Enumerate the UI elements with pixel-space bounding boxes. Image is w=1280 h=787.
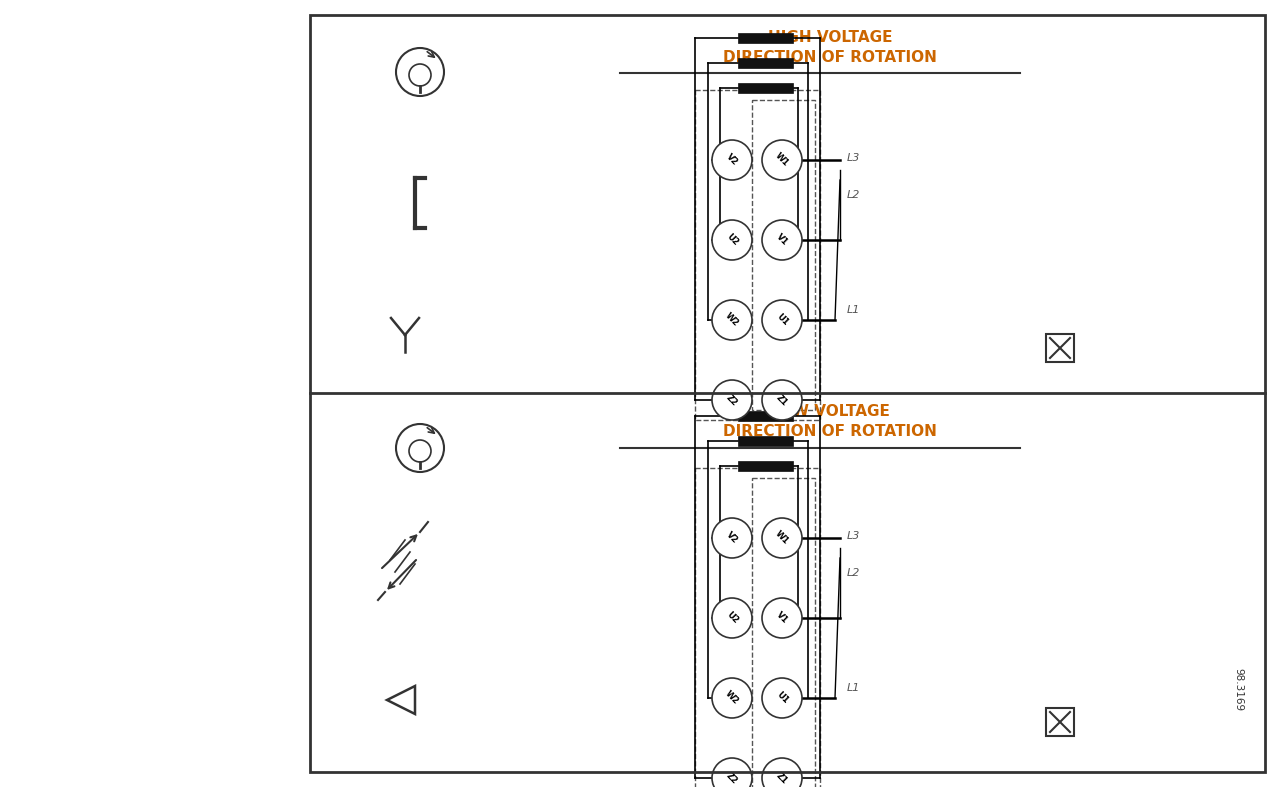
Text: DIRECTION OF ROTATION: DIRECTION OF ROTATION xyxy=(723,50,937,65)
Bar xyxy=(753,478,815,787)
Circle shape xyxy=(396,424,444,472)
Bar xyxy=(737,411,792,421)
Text: W1: W1 xyxy=(773,530,791,546)
Bar xyxy=(737,33,792,43)
Text: V1: V1 xyxy=(774,611,790,626)
Text: V2: V2 xyxy=(724,153,740,168)
Text: W2: W2 xyxy=(723,312,741,328)
Text: U2: U2 xyxy=(724,611,740,626)
Text: V1: V1 xyxy=(774,232,790,248)
Circle shape xyxy=(762,518,803,558)
Bar xyxy=(310,15,1265,772)
Text: W2: W2 xyxy=(723,689,741,707)
Text: L1: L1 xyxy=(847,683,860,693)
Text: Z2: Z2 xyxy=(724,393,740,408)
Text: HIGH VOLTAGE: HIGH VOLTAGE xyxy=(768,31,892,46)
Circle shape xyxy=(712,220,753,260)
Circle shape xyxy=(762,220,803,260)
Circle shape xyxy=(762,758,803,787)
Circle shape xyxy=(762,380,803,420)
Bar xyxy=(737,436,792,446)
Text: U2: U2 xyxy=(724,232,740,248)
Circle shape xyxy=(396,48,444,96)
Circle shape xyxy=(762,140,803,180)
Text: 98.3169: 98.3169 xyxy=(1233,668,1243,711)
Bar xyxy=(737,58,792,68)
Circle shape xyxy=(762,300,803,340)
Text: DIRECTION OF ROTATION: DIRECTION OF ROTATION xyxy=(723,424,937,439)
Circle shape xyxy=(712,678,753,718)
Circle shape xyxy=(762,598,803,638)
Bar xyxy=(695,468,820,787)
Text: L2: L2 xyxy=(847,190,860,200)
Text: L1: L1 xyxy=(847,305,860,315)
Bar xyxy=(695,90,820,420)
Circle shape xyxy=(712,598,753,638)
Text: Z1: Z1 xyxy=(774,393,790,408)
Text: Z2: Z2 xyxy=(724,770,740,785)
Text: L3: L3 xyxy=(847,153,860,163)
Bar xyxy=(1046,334,1074,362)
Text: U1: U1 xyxy=(774,690,790,706)
Bar xyxy=(753,100,815,410)
Text: Z1: Z1 xyxy=(774,770,790,785)
Text: V2: V2 xyxy=(724,530,740,545)
Text: L3: L3 xyxy=(847,531,860,541)
Bar xyxy=(737,461,792,471)
Circle shape xyxy=(712,300,753,340)
Bar xyxy=(737,83,792,93)
Circle shape xyxy=(712,380,753,420)
Text: L2: L2 xyxy=(847,568,860,578)
Text: U1: U1 xyxy=(774,312,790,327)
Circle shape xyxy=(712,518,753,558)
Circle shape xyxy=(712,140,753,180)
Text: W1: W1 xyxy=(773,151,791,168)
Circle shape xyxy=(762,678,803,718)
Text: LOW VOLTAGE: LOW VOLTAGE xyxy=(771,405,890,419)
Circle shape xyxy=(712,758,753,787)
Bar xyxy=(1046,708,1074,736)
